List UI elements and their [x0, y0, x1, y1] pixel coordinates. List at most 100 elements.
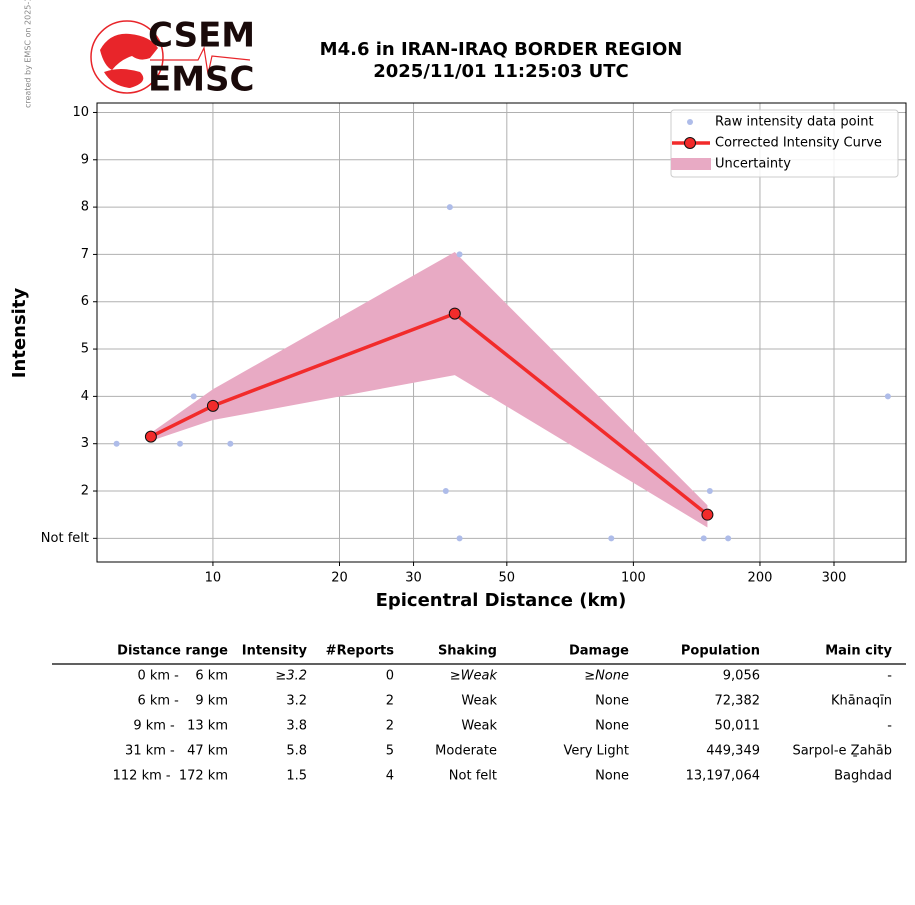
table-cell: Not felt: [449, 769, 497, 784]
y-tick-label: 9: [81, 152, 89, 167]
table-cell: 5.8: [286, 744, 307, 759]
table-cell: Weak: [461, 719, 497, 734]
table-cell: 3.2: [286, 694, 307, 709]
data-point: [725, 535, 732, 542]
table-header: Intensity: [242, 644, 308, 659]
y-tick-label: 7: [81, 247, 89, 262]
x-tick-label: 100: [621, 571, 646, 586]
table-cell: 50,011: [715, 719, 761, 734]
logo-wave: [150, 46, 251, 75]
table-cell: 1.5: [286, 769, 307, 784]
summary-table: Distance range Intensity #Reports Shaking Da…: [52, 644, 906, 784]
table-cell: 2: [386, 719, 394, 734]
legend-label: Uncertainty: [715, 157, 791, 172]
data-point: [608, 535, 615, 542]
table-cell: Baghdad: [834, 769, 892, 784]
data-point: [442, 488, 449, 495]
chart-title: M4.6 in IRAN-IRAQ BORDER REGION: [320, 39, 683, 60]
logo-bottom: EMSC: [148, 60, 255, 100]
legend-box: [670, 109, 899, 178]
table-cell: -: [887, 669, 892, 684]
table-header: Shaking: [438, 644, 497, 659]
y-tick-label: 10: [72, 105, 89, 120]
table-cell: Moderate: [435, 744, 497, 759]
plot-area: 10 20 30 50 100 200 300 Not felt 2 3 4 5 6 7 8 9 10 Raw i…: [41, 102, 907, 586]
x-tick-label: 20: [331, 571, 348, 586]
curve-marker: [206, 399, 219, 412]
table-cell: Very Light: [564, 744, 630, 759]
curve-marker: [144, 430, 157, 443]
data-point: [113, 440, 120, 447]
data-point: [177, 440, 184, 447]
y-tick-label: Not felt: [41, 531, 89, 546]
data-point: [700, 535, 707, 542]
x-tick-label: 300: [822, 571, 847, 586]
logo-top: CSEM: [148, 16, 255, 56]
table-cell: ≥None: [584, 669, 629, 684]
table-cell: 3.8: [286, 719, 307, 734]
data-point: [456, 535, 463, 542]
table-header: Damage: [569, 644, 629, 659]
table-cell: 4: [386, 769, 394, 784]
legend-symbol: [687, 119, 693, 125]
data-point: [706, 488, 713, 495]
table-cell: 9 km - 13 km: [133, 719, 228, 734]
table-cell: 2: [386, 694, 394, 709]
table-cell: 72,382: [715, 694, 761, 709]
x-tick-label: 30: [405, 571, 422, 586]
table-cell: ≥3.2: [275, 669, 307, 684]
y-tick-label: 8: [81, 200, 89, 215]
x-tick-label: 50: [499, 571, 516, 586]
table-cell: Khānaqīn: [831, 694, 892, 709]
legend-symbol: [671, 158, 711, 170]
data-point: [456, 251, 463, 258]
legend-label: Corrected Intensity Curve: [715, 136, 882, 151]
logo-continents: [100, 33, 158, 88]
data-point: [446, 204, 453, 211]
plot-frame: [96, 102, 907, 563]
x-tick-label: 200: [748, 571, 773, 586]
data-point: [190, 393, 197, 400]
chart-subtitle: 2025/11/01 11:25:03 UTC: [373, 61, 629, 82]
curve-marker: [701, 508, 714, 521]
y-tick-label: 5: [81, 342, 89, 357]
data-point: [227, 440, 234, 447]
table-cell: Sarpol-e Ẕahāb: [792, 744, 892, 759]
intensity-curve: [150, 311, 709, 517]
x-axis-label: Epicentral Distance (km): [376, 590, 627, 611]
table-cell: None: [595, 719, 629, 734]
table-cell: 0: [386, 669, 394, 684]
table-header: Population: [681, 644, 760, 659]
table-cell: 6 km - 9 km: [137, 694, 228, 709]
watermark: created by EMSC on 2025-11-03 07:45:36 U…: [24, 0, 33, 108]
x-tick-label: 10: [205, 571, 222, 586]
legend-label: Raw intensity data point: [715, 115, 874, 130]
y-tick-label: 2: [81, 484, 89, 499]
table-cell: 13,197,064: [686, 769, 760, 784]
table-cell: 9,056: [723, 669, 760, 684]
legend-symbol: [684, 137, 696, 149]
y-tick-label: 4: [81, 389, 89, 404]
y-tick-label: 3: [81, 436, 89, 451]
logo: CSEM EMSC: [90, 16, 255, 100]
table-cell: 0 km - 6 km: [137, 669, 228, 684]
table-cell: Weak: [461, 694, 497, 709]
y-axis-label: Intensity: [9, 288, 30, 379]
table-cell: None: [595, 694, 629, 709]
y-tick-label: 6: [81, 294, 89, 309]
table-cell: ≥Weak: [450, 669, 498, 684]
table-cell: 449,349: [706, 744, 760, 759]
table-cell: 31 km - 47 km: [125, 744, 228, 759]
table-cell: 5: [386, 744, 394, 759]
table-header: #Reports: [326, 644, 395, 659]
table-cell: None: [595, 769, 629, 784]
table-cell: -: [887, 719, 892, 734]
table-cell: 112 km - 172 km: [113, 769, 228, 784]
logo-globe: [90, 20, 164, 94]
table-header: Main city: [825, 644, 892, 659]
table-header: Distance range: [117, 644, 228, 659]
curve-marker: [448, 307, 461, 320]
data-point: [884, 393, 891, 400]
